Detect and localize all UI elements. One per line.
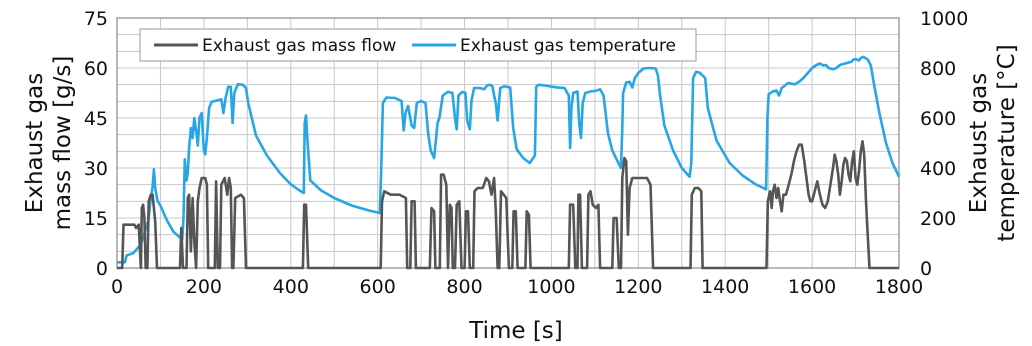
x-tick-label: 1000	[527, 276, 575, 298]
y-axis-right-title-line-1: Exhaust gas	[966, 73, 992, 213]
y-axis-left-title-line-2: mass flow [g/s]	[50, 56, 76, 231]
axes: 0 200 400 600 800 1000 1200 1400 1600 18000153045…	[84, 8, 969, 298]
y-left-tick-label: 45	[84, 108, 108, 130]
y-right-tick-label: 800	[920, 58, 956, 80]
y-axis-left-title-line-1: Exhaust gas	[22, 73, 48, 213]
x-tick-label: 1800	[875, 276, 923, 298]
y-left-tick-label: 30	[84, 158, 108, 180]
x-tick-label: 400	[273, 276, 309, 298]
series-layer	[117, 55, 901, 270]
y-axis-left-title: Exhaust gas mass flow [g/s]	[22, 56, 76, 231]
x-tick-label: 600	[360, 276, 396, 298]
y-axis-right-title: Exhaust gas temperature [°C]	[966, 44, 1020, 241]
y-left-tick-label: 60	[84, 58, 108, 80]
x-tick-label: 800	[446, 276, 482, 298]
x-tick-label: 0	[111, 276, 123, 298]
y-right-tick-label: 1000	[920, 8, 968, 30]
x-axis-title: Time [s]	[468, 318, 563, 344]
series-line-mass-flow	[117, 140, 899, 270]
y-left-tick-label: 75	[84, 8, 108, 30]
x-tick-label: 200	[186, 276, 222, 298]
series-line-temperature	[117, 55, 901, 264]
y-right-tick-label: 0	[920, 258, 932, 280]
x-tick-label: 1200	[614, 276, 662, 298]
legend-label-temperature: Exhaust gas temperature	[460, 36, 676, 56]
legend: Exhaust gas mass flow Exhaust gas temper…	[139, 28, 697, 62]
y-left-tick-label: 15	[84, 208, 108, 230]
legend-label-mass-flow: Exhaust gas mass flow	[202, 36, 396, 56]
x-tick-label: 1400	[701, 276, 749, 298]
y-right-tick-label: 400	[920, 158, 956, 180]
y-right-tick-label: 200	[920, 208, 956, 230]
y-axis-right-title-line-2: temperature [°C]	[994, 44, 1020, 241]
y-left-tick-label: 0	[96, 258, 108, 280]
y-right-tick-label: 600	[920, 108, 956, 130]
x-tick-label: 1600	[788, 276, 836, 298]
